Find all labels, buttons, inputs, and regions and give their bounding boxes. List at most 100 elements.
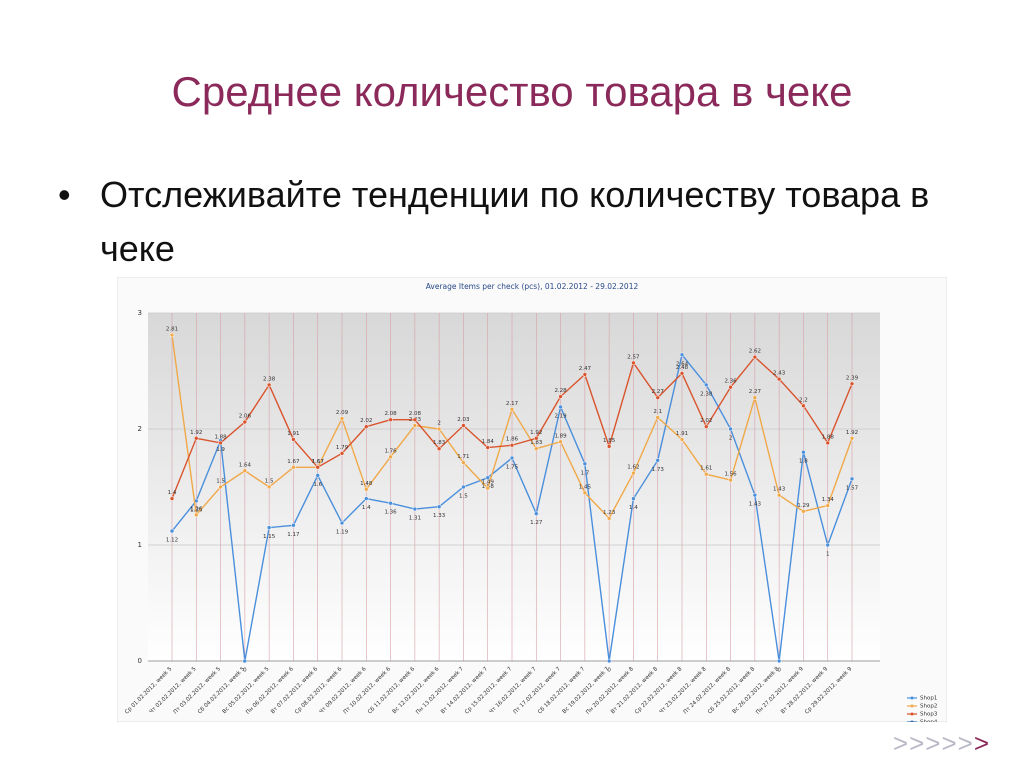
point [558, 404, 563, 410]
point [728, 477, 733, 483]
value-label: 2.38 [700, 391, 713, 397]
value-label: 1.79 [336, 445, 349, 451]
point [679, 371, 685, 376]
bullet-text: Отслеживайте тенденции по количеству тов… [100, 174, 930, 269]
value-label: 2.06 [239, 414, 252, 420]
point [849, 476, 855, 482]
point [266, 525, 272, 530]
value-label: 1.86 [506, 437, 519, 443]
value-label: 2.81 [166, 327, 178, 333]
point [485, 445, 490, 450]
value-label: 1.43 [773, 487, 786, 493]
value-label: 1.92 [846, 430, 858, 436]
value-label: 0 [607, 668, 611, 674]
point [801, 449, 806, 455]
legend-label: Shop2 [920, 704, 937, 710]
point [436, 446, 442, 451]
chart: Average Items per check (pcs), 01.02.201… [117, 277, 947, 722]
nav-arrows[interactable]: >>>>>> [893, 728, 990, 759]
point [704, 471, 709, 477]
value-label: 2.28 [554, 388, 567, 394]
value-label: 2.47 [579, 366, 592, 372]
value-label: 1.4 [629, 505, 638, 511]
value-label: 1.34 [822, 497, 835, 503]
point [412, 423, 418, 428]
chart-title: Average Items per check (pcs), 01.02.201… [426, 282, 639, 291]
point [194, 512, 199, 518]
point [752, 354, 758, 360]
value-label: 1.19 [336, 529, 349, 535]
point [388, 417, 393, 422]
value-label: 2.17 [506, 401, 519, 407]
point [339, 416, 345, 421]
point [752, 492, 758, 498]
point [412, 506, 418, 512]
value-label: 1.7 [580, 470, 589, 476]
value-label: 1.91 [676, 431, 688, 437]
value-label: 1 [826, 552, 830, 558]
value-label: 1.92 [530, 430, 542, 436]
point [606, 516, 612, 521]
value-label: 1.84 [482, 439, 495, 445]
value-label: 1.15 [263, 534, 276, 540]
value-label: 1.91 [287, 431, 299, 437]
nav-arrows-gray[interactable]: >>>>> [892, 728, 974, 758]
value-label: 1.49 [482, 480, 495, 486]
point [752, 395, 758, 400]
value-label: 0 [777, 668, 781, 674]
point [339, 520, 345, 526]
point [801, 403, 806, 409]
point [194, 436, 199, 441]
value-label: 1.88 [822, 434, 835, 440]
point [631, 496, 636, 501]
point [485, 475, 490, 480]
value-label: 1.85 [603, 438, 616, 444]
value-label: 2.38 [263, 376, 276, 382]
point [776, 658, 782, 664]
point [388, 500, 393, 506]
value-label: 1.83 [433, 440, 446, 446]
point [606, 658, 612, 664]
value-label: 1.36 [384, 510, 397, 516]
legend-label: Shop4 [920, 720, 938, 723]
value-label: 1.5 [216, 479, 225, 485]
point [655, 458, 660, 463]
value-label: 2.64 [676, 361, 689, 367]
value-label: 2.19 [554, 413, 567, 419]
y-tick-label: 0 [138, 657, 142, 665]
point [242, 468, 248, 474]
point [315, 465, 320, 470]
value-label: 1.4 [362, 505, 371, 511]
point [509, 442, 515, 448]
value-label: 1.67 [312, 459, 325, 465]
point [364, 487, 369, 492]
point [485, 485, 490, 491]
point [679, 437, 685, 442]
point [315, 473, 320, 478]
value-label: 1.5 [459, 494, 468, 500]
value-label: 2.02 [360, 418, 372, 424]
point [461, 460, 466, 465]
plot-area [148, 313, 880, 661]
value-label: 2.43 [773, 371, 786, 377]
value-label: 2.36 [724, 379, 737, 385]
value-label: 2.57 [627, 354, 640, 360]
value-label: 1.56 [724, 472, 737, 478]
point [461, 423, 466, 428]
value-label: 2.08 [409, 411, 422, 417]
y-tick-label: 2 [138, 425, 142, 433]
value-label: 1.9 [216, 447, 225, 453]
point [655, 395, 660, 400]
point [436, 504, 442, 509]
value-label: 1.61 [700, 466, 712, 472]
point [655, 415, 660, 420]
nav-arrow-last[interactable]: > [973, 728, 990, 758]
point [461, 484, 466, 490]
value-label: 2.02 [700, 418, 712, 424]
point [776, 376, 782, 382]
value-label: 1.33 [433, 513, 446, 519]
point [266, 484, 272, 490]
point [534, 446, 539, 451]
y-tick-label: 1 [138, 541, 142, 549]
